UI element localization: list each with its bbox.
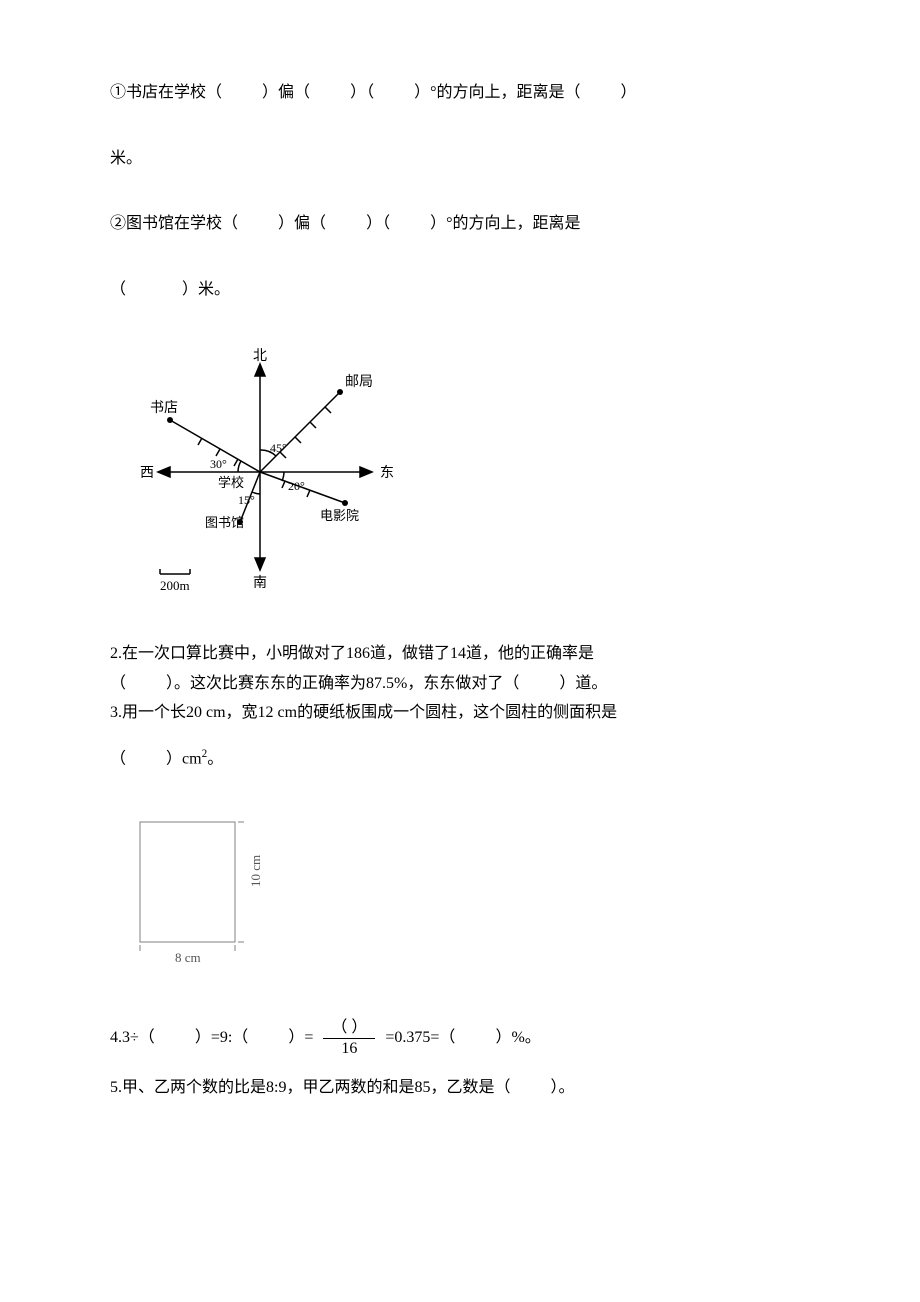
label-cinema: 电影院	[320, 508, 359, 523]
text: （	[110, 750, 126, 767]
blank	[378, 80, 410, 106]
fraction: （ ） 16	[323, 1020, 375, 1057]
text: （	[110, 281, 126, 298]
blank	[585, 80, 617, 106]
label-ang30: 30°	[210, 457, 227, 471]
text: 5.甲、乙两个数的比是8:9，甲乙两数的和是85，乙数是（	[110, 1079, 510, 1096]
blank	[130, 746, 162, 772]
text: ）米。	[182, 281, 230, 298]
text: ②图书馆在学校（	[110, 215, 238, 232]
label-ang20: 20°	[288, 479, 305, 493]
text: 米。	[110, 150, 142, 167]
rect-diagram: 10 cm 8 cm	[130, 812, 830, 981]
q3-line1: 3.用一个长20 cm，宽12 cm的硬纸板围成一个圆柱，这个圆柱的侧面积是	[110, 700, 830, 726]
text: ）cm	[166, 750, 202, 767]
text: ）偏（	[262, 84, 310, 101]
q3-line2: （ ）cm2。	[110, 746, 830, 772]
text: ）偏（	[278, 215, 326, 232]
label-school: 学校	[218, 475, 244, 490]
label-west: 西	[140, 466, 154, 481]
q1-line4: （ ）米。	[110, 277, 830, 303]
text: ）°的方向上，距离是（	[414, 84, 580, 101]
blank	[523, 671, 555, 697]
label-bookstore: 书店	[150, 400, 178, 416]
label-ang45: 45°	[270, 441, 287, 455]
text: ）°的方向上，距离是	[430, 215, 580, 232]
q1-line3: ②图书馆在学校（ ）偏（ ）（ ）°的方向上，距离是	[110, 211, 830, 237]
q4: 4.3÷（ ）=9:（ ）= （ ） 16 =0.375=（ ）%。	[110, 1020, 830, 1057]
blank	[394, 211, 426, 237]
blank	[226, 80, 258, 106]
label-post: 邮局	[345, 374, 373, 390]
text: 。	[207, 750, 223, 767]
compass-diagram: 北 南 东 西 邮局 书店 学校 图书馆 电影院 30° 45° 20° 15°…	[110, 342, 830, 611]
text: ）=9:（	[195, 1029, 248, 1046]
text: 3.用一个长20 cm，宽12 cm的硬纸板围成一个圆柱，这个圆柱的侧面积是	[110, 704, 617, 721]
fraction-denominator: 16	[323, 1039, 375, 1057]
q2-line2: （ ）。这次比赛东东的正确率为87.5%，东东做对了（ ）道。	[110, 671, 830, 697]
label-w: 8 cm	[175, 950, 201, 965]
text: ）=	[288, 1029, 317, 1046]
text: ）	[621, 84, 637, 101]
blank	[330, 211, 362, 237]
text: ）%。	[495, 1029, 540, 1046]
q2-line1: 2.在一次口算比赛中，小明做对了186道，做错了14道，他的正确率是	[110, 641, 830, 667]
blank	[252, 1025, 284, 1051]
q5: 5.甲、乙两个数的比是8:9，甲乙两数的和是85，乙数是（ ）。	[110, 1075, 830, 1101]
blank	[242, 211, 274, 237]
fraction-numerator: （ ）	[323, 1020, 375, 1039]
text: 2.在一次口算比赛中，小明做对了186道，做错了14道，他的正确率是	[110, 645, 594, 662]
text: ）道。	[559, 675, 607, 692]
blank	[130, 277, 178, 303]
blank	[130, 671, 162, 697]
label-north: 北	[253, 348, 267, 364]
text: =0.375=（	[385, 1029, 455, 1046]
label-scale: 200m	[160, 578, 190, 593]
q1-line1: ①书店在学校（ ）偏（ ）（ ）°的方向上，距离是（ ）	[110, 80, 830, 106]
blank	[514, 1075, 546, 1101]
text: ①书店在学校（	[110, 84, 222, 101]
text: ）（	[366, 215, 390, 232]
q1-line2: 米。	[110, 146, 830, 172]
label-east: 东	[380, 465, 394, 481]
text: 4.3÷（	[110, 1029, 155, 1046]
text: （	[110, 675, 126, 692]
label-h: 10 cm	[248, 855, 263, 887]
blank	[314, 80, 346, 106]
text: ）。	[550, 1079, 574, 1096]
text: ）。这次比赛东东的正确率为87.5%，东东做对了（	[166, 675, 519, 692]
text: ）（	[350, 84, 374, 101]
label-ang15: 15°	[238, 493, 255, 507]
blank	[159, 1025, 191, 1051]
blank	[459, 1025, 491, 1051]
label-library: 图书馆	[205, 515, 244, 530]
label-south: 南	[253, 575, 267, 591]
